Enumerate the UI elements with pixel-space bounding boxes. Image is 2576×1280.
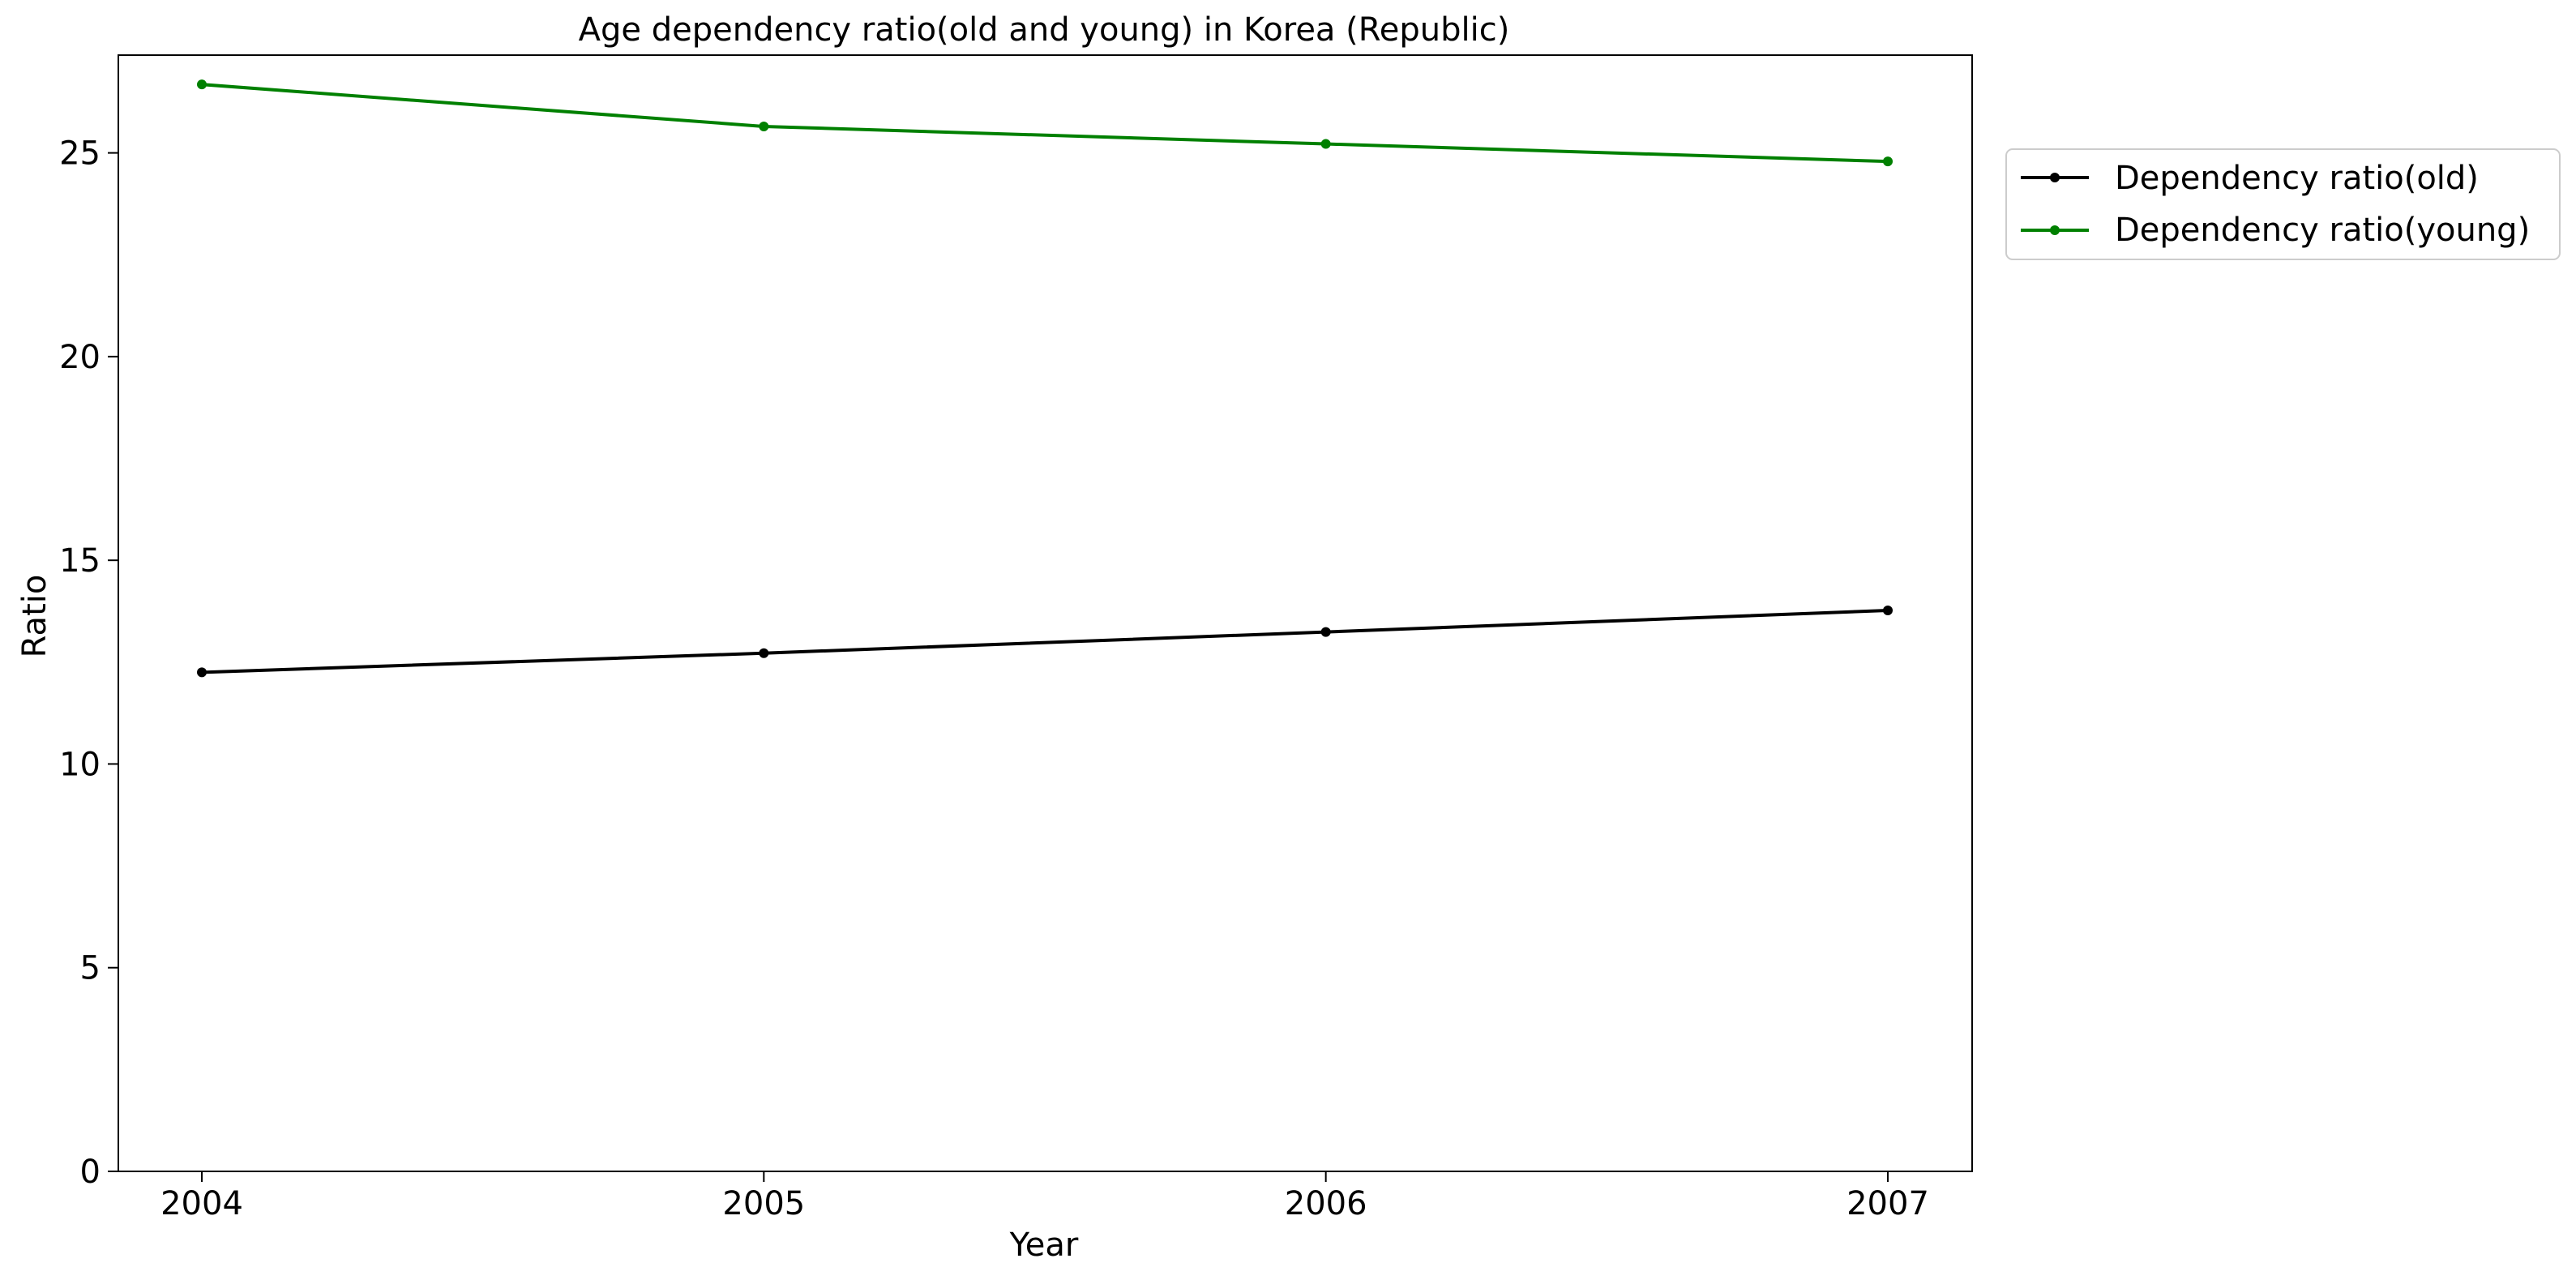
y-tick-label: 10 <box>59 746 101 783</box>
series-1-point <box>1883 156 1893 167</box>
series-layer <box>197 79 1893 678</box>
chart-title: Age dependency ratio(old and young) in K… <box>579 11 1510 49</box>
plot-frame <box>118 54 1973 1172</box>
x-axis: 2004 2005 2006 2007 <box>160 1171 1929 1222</box>
series-line-1 <box>201 83 1889 164</box>
x-tick-label: 2004 <box>160 1185 243 1222</box>
y-tick-label: 0 <box>80 1154 101 1191</box>
series-1-point <box>759 121 769 131</box>
series-0-point <box>197 667 207 678</box>
legend: Dependency ratio(old) Dependency ratio(y… <box>2005 148 2561 260</box>
x-tick-label: 2007 <box>1846 1185 1929 1222</box>
x-axis-label: Year <box>1009 1226 1079 1264</box>
legend-label-young: Dependency ratio(young) <box>2115 212 2530 249</box>
y-tick-label: 5 <box>80 950 101 987</box>
series-0-point <box>1883 605 1893 615</box>
legend-box <box>2005 148 2561 260</box>
series-line-0 <box>201 608 1889 674</box>
y-tick-label: 15 <box>59 542 101 580</box>
x-tick-label: 2005 <box>722 1185 805 1222</box>
y-axis: 0 5 10 15 20 25 <box>59 135 118 1191</box>
series-0-point <box>1320 627 1331 637</box>
legend-marker-young <box>2050 225 2060 235</box>
legend-label-old: Dependency ratio(old) <box>2115 160 2479 197</box>
y-axis-label: Ratio <box>16 575 53 658</box>
series-0-point <box>759 648 769 658</box>
series-1-point <box>197 79 207 90</box>
legend-marker-old <box>2050 173 2060 182</box>
y-tick-label: 25 <box>59 135 101 173</box>
y-tick-label: 20 <box>59 339 101 376</box>
series-1-point <box>1320 139 1331 149</box>
x-tick-label: 2006 <box>1285 1185 1367 1222</box>
